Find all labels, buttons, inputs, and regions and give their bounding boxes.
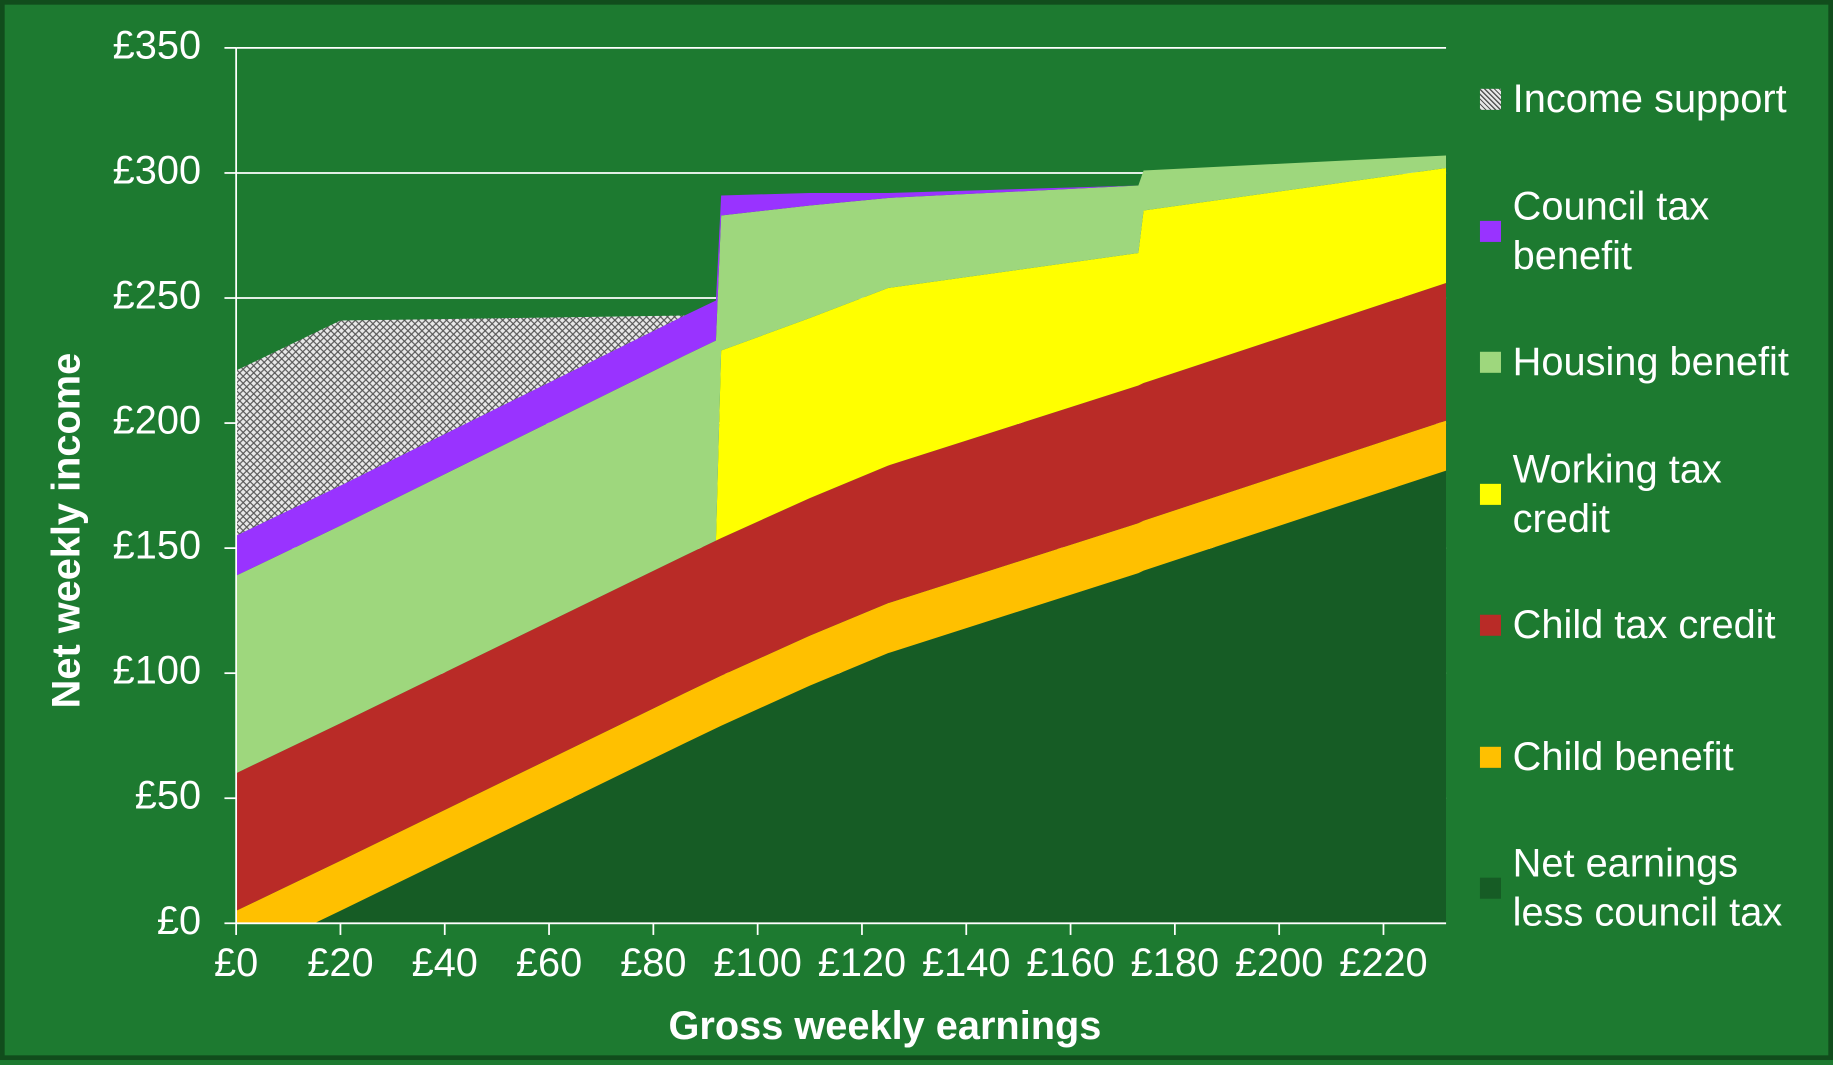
legend: Income support Council tax benefit Housing… bbox=[1479, 34, 1819, 954]
legend-item: Working tax credit bbox=[1479, 428, 1819, 559]
x-tick-label: £160 bbox=[1026, 941, 1114, 985]
legend-swatch bbox=[1479, 615, 1501, 637]
x-tick-label: £60 bbox=[516, 941, 582, 985]
x-tick-label: £220 bbox=[1339, 941, 1427, 985]
legend-item: Housing benefit bbox=[1479, 297, 1819, 428]
legend-swatch bbox=[1479, 877, 1501, 900]
legend-item: Council tax benefit bbox=[1479, 165, 1819, 296]
y-axis-title: Net weekly income bbox=[44, 353, 88, 709]
area bbox=[236, 470, 1447, 924]
x-tick-label: £140 bbox=[922, 941, 1010, 985]
y-tick-label: £300 bbox=[113, 148, 201, 192]
x-tick-label: £20 bbox=[307, 941, 373, 985]
x-tick-label: £40 bbox=[412, 941, 478, 985]
legend-label: Council tax benefit bbox=[1512, 184, 1710, 278]
x-tick-label: £100 bbox=[713, 941, 801, 985]
area bbox=[236, 167, 1447, 774]
chart: £0 £50 £100 £150 £200 £250 £300 £350 £0 £20 £40 £60… bbox=[44, 23, 1447, 1048]
legend-swatch bbox=[1479, 352, 1501, 374]
legend-label: Working tax credit bbox=[1512, 447, 1722, 541]
x-axis-title: Gross weekly earnings bbox=[668, 1004, 1101, 1048]
x-tick-label: £0 bbox=[214, 941, 258, 985]
y-tick-label: £0 bbox=[157, 899, 201, 943]
legend-swatch bbox=[1479, 220, 1501, 242]
y-tick-label: £100 bbox=[113, 649, 201, 693]
area bbox=[236, 420, 1447, 924]
legend-swatch bbox=[1479, 746, 1501, 768]
legend-swatch bbox=[1479, 89, 1501, 111]
y-tick-label: £150 bbox=[113, 524, 201, 568]
y-tick-label: £250 bbox=[113, 274, 201, 318]
legend-swatch bbox=[1479, 483, 1501, 505]
x-tick-label: £120 bbox=[818, 941, 906, 985]
legend-label: Housing benefit bbox=[1512, 340, 1789, 385]
legend-label: Child tax credit bbox=[1512, 603, 1776, 648]
legend-item: Child tax credit bbox=[1479, 560, 1819, 691]
legend-item: Net earnings less council tax bbox=[1479, 823, 1819, 954]
x-tick-label: £180 bbox=[1131, 941, 1219, 985]
x-tick-label: £200 bbox=[1235, 941, 1323, 985]
area bbox=[236, 155, 1447, 774]
y-tick-label: £50 bbox=[135, 774, 201, 818]
legend-label: Child benefit bbox=[1512, 734, 1734, 780]
legend-item: Income support bbox=[1479, 34, 1819, 165]
legend-item: Child benefit bbox=[1479, 691, 1819, 822]
legend-label: Net earnings less council tax bbox=[1512, 841, 1783, 936]
y-tick-label: £350 bbox=[113, 23, 201, 67]
area bbox=[236, 283, 1447, 911]
area bbox=[236, 155, 1447, 536]
x-tick-label: £80 bbox=[620, 941, 686, 985]
y-tick-label: £200 bbox=[113, 399, 201, 443]
legend-label: Income support bbox=[1512, 77, 1787, 122]
